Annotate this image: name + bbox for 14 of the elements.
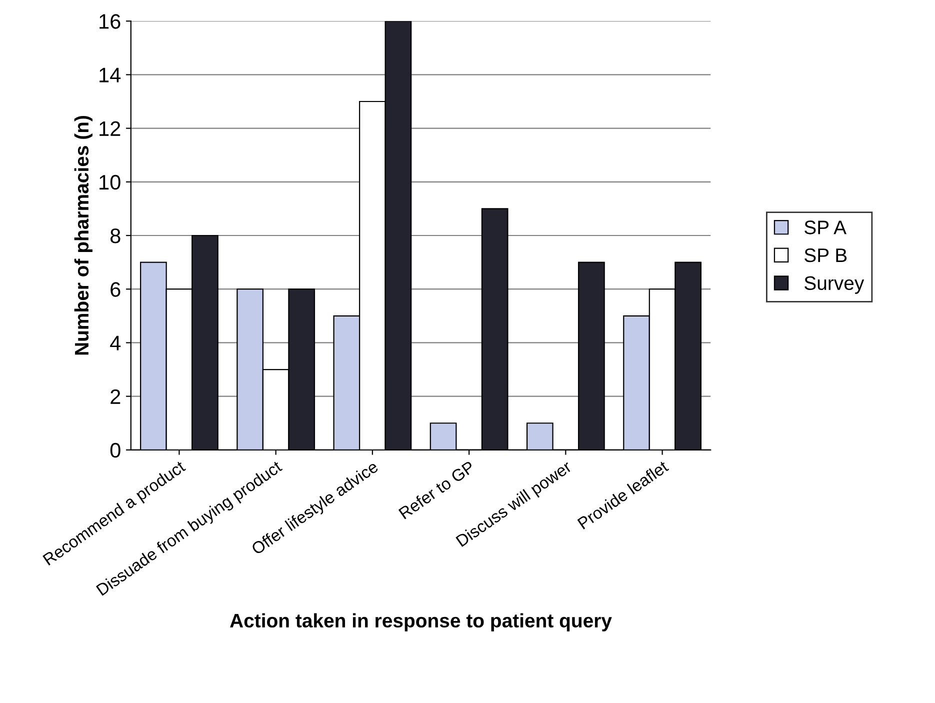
- y-tick-label: 10: [100, 174, 120, 190]
- legend-label: SP B: [804, 248, 847, 262]
- x-axis-title: Action taken in response to patient query: [230, 613, 612, 632]
- y-tick-label: 0: [110, 442, 120, 458]
- y-tick-label: 2: [110, 389, 120, 404]
- y-axis-title: Number of pharmacies (n): [74, 116, 92, 355]
- y-tick-label: 6: [110, 282, 120, 297]
- y-tick-label: 14: [100, 68, 121, 82]
- y-tick-label: 16: [100, 14, 120, 29]
- y-tick-label: 12: [100, 121, 120, 136]
- y-tick-label: 8: [110, 228, 120, 244]
- y-tick-label: 4: [110, 336, 121, 350]
- legend-label: SP A: [804, 220, 847, 234]
- legend-label: Survey: [804, 276, 864, 294]
